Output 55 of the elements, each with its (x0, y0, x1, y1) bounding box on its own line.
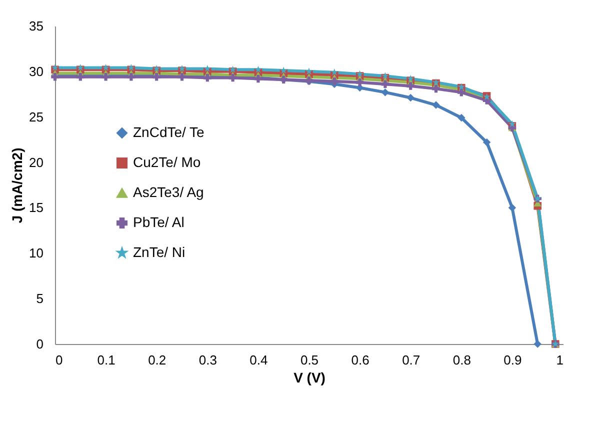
point (381, 80, 390, 88)
point (102, 64, 110, 71)
x-tick-label: 0.1 (97, 352, 116, 368)
y-tick-label: 20 (29, 154, 44, 170)
x-tick-label: 0.8 (452, 352, 471, 368)
point (382, 72, 389, 80)
legend-label: As2Te3/ Ag (133, 184, 204, 200)
y-tick-label: 15 (29, 200, 44, 216)
point (229, 66, 236, 73)
point (406, 94, 414, 102)
x-tick-label: 0.9 (504, 352, 522, 368)
point (330, 78, 338, 86)
point (432, 84, 440, 93)
x-tick-label: 0.4 (250, 352, 268, 368)
legend-label: ZnTe/ Ni (133, 244, 186, 260)
point (305, 68, 313, 75)
x-tick-label: 0.6 (351, 352, 370, 368)
point (508, 120, 516, 128)
x-axis-title: V (V) (294, 370, 326, 386)
legend-label: Cu2Te/ Mo (133, 154, 201, 170)
point (432, 101, 440, 109)
point (280, 66, 288, 74)
point (152, 64, 160, 72)
legend-label: PbTe/ Al (133, 214, 184, 230)
point (482, 138, 491, 146)
point (330, 68, 338, 76)
point (128, 64, 135, 71)
point (51, 64, 59, 71)
y-tick-label: 5 (36, 291, 44, 306)
point (458, 114, 466, 122)
x-tick-label: 0 (56, 352, 63, 368)
point (76, 64, 84, 71)
point (534, 340, 542, 348)
y-tick-label: 10 (29, 246, 44, 261)
legend-label: ZnCdTe/ Te (133, 124, 205, 140)
point (508, 204, 516, 212)
y-tick-label: 25 (29, 109, 44, 124)
point (204, 64, 212, 72)
y-axis-title: J (mA/cm2) (9, 148, 26, 224)
x-tick-label: 0.3 (198, 352, 217, 368)
y-tick-label: 30 (29, 64, 44, 79)
y-tick-label: 0 (36, 336, 44, 352)
point (406, 82, 414, 90)
x-tick-label: 0.2 (148, 352, 166, 368)
x-tick-label: 1 (556, 352, 564, 368)
point (178, 64, 186, 72)
x-tick-label: 0.7 (402, 352, 420, 368)
point (381, 88, 390, 96)
point (356, 78, 364, 86)
y-tick-label: 35 (29, 18, 44, 34)
x-tick-label: 0.5 (300, 352, 319, 368)
point (406, 74, 414, 82)
point (356, 70, 364, 78)
point (458, 88, 466, 96)
point (254, 66, 262, 73)
